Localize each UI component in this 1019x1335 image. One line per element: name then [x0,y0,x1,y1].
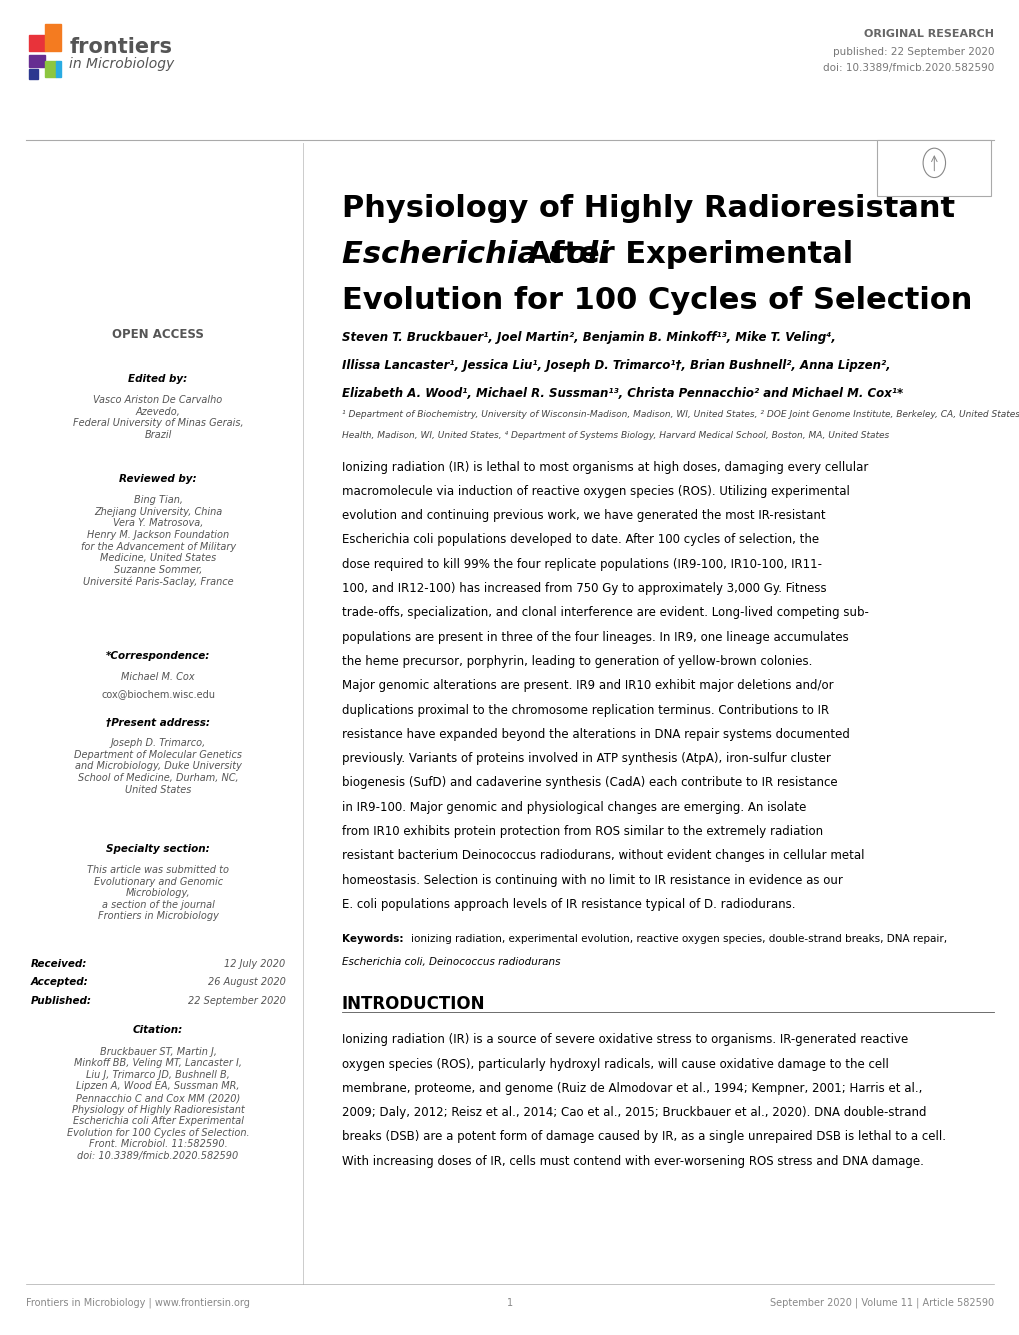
Text: Escherichia coli populations developed to date. After 100 cycles of selection, t: Escherichia coli populations developed t… [341,534,818,546]
Text: ¹ Department of Biochemistry, University of Wisconsin-Madison, Madison, WI, Unit: ¹ Department of Biochemistry, University… [341,410,1019,419]
Text: Major genomic alterations are present. IR9 and IR10 exhibit major deletions and/: Major genomic alterations are present. I… [341,680,833,693]
Text: Received:: Received: [31,959,87,968]
Text: Physiology of Highly Radioresistant: Physiology of Highly Radioresistant [341,194,954,223]
Text: With increasing doses of IR, cells must contend with ever-worsening ROS stress a: With increasing doses of IR, cells must … [341,1155,922,1168]
Text: E. coli populations approach levels of IR resistance typical of D. radiodurans.: E. coli populations approach levels of I… [341,898,795,910]
Text: Vasco Ariston De Carvalho
Azevedo,
Federal University of Minas Gerais,
Brazil: Vasco Ariston De Carvalho Azevedo, Feder… [72,395,244,441]
Text: Illissa Lancaster¹, Jessica Liu¹, Joseph D. Trimarco¹†, Brian Bushnell², Anna Li: Illissa Lancaster¹, Jessica Liu¹, Joseph… [341,359,890,372]
Text: *Correspondence:: *Correspondence: [106,651,210,661]
Text: biogenesis (SufD) and cadaverine synthesis (CadA) each contribute to IR resistan: biogenesis (SufD) and cadaverine synthes… [341,777,837,789]
Text: Ionizing radiation (IR) is lethal to most organisms at high doses, damaging ever: Ionizing radiation (IR) is lethal to mos… [341,461,867,474]
Text: 1: 1 [506,1298,513,1307]
Text: 2009; Daly, 2012; Reisz et al., 2014; Cao et al., 2015; Bruckbauer et al., 2020): 2009; Daly, 2012; Reisz et al., 2014; Ca… [341,1107,925,1119]
Text: Ionizing radiation (IR) is a source of severe oxidative stress to organisms. IR-: Ionizing radiation (IR) is a source of s… [341,1033,907,1047]
Text: resistant bacterium Deinococcus radiodurans, without evident changes in cellular: resistant bacterium Deinococcus radiodur… [341,849,863,862]
Text: Published:: Published: [31,996,92,1005]
Text: Michael M. Cox: Michael M. Cox [121,672,195,681]
Bar [29,55,45,67]
Text: Citation:: Citation: [132,1025,183,1035]
Text: populations are present in three of the four lineages. In IR9, one lineage accum: populations are present in three of the … [341,630,848,643]
Text: Frontiers in Microbiology | www.frontiersin.org: Frontiers in Microbiology | www.frontier… [25,1298,249,1308]
Text: in Microbiology: in Microbiology [69,57,174,71]
Text: resistance have expanded beyond the alterations in DNA repair systems documented: resistance have expanded beyond the alte… [341,728,849,741]
Text: Reviewed by:: Reviewed by: [119,474,197,483]
Text: Evolution for 100 Cycles of Selection: Evolution for 100 Cycles of Selection [341,286,971,315]
Bar [29,35,45,51]
Text: published: 22 September 2020: published: 22 September 2020 [833,47,994,56]
Text: doi: 10.3389/fmicb.2020.582590: doi: 10.3389/fmicb.2020.582590 [822,63,994,72]
Text: updates: updates [919,191,948,196]
Text: After Experimental: After Experimental [517,240,853,270]
Text: Edited by:: Edited by: [128,374,187,383]
Bar [56,61,61,77]
Text: Joseph D. Trimarco,
Department of Molecular Genetics
and Microbiology, Duke Univ: Joseph D. Trimarco, Department of Molecu… [74,738,242,794]
Bar [45,24,61,51]
Bar [29,69,38,79]
Text: evolution and continuing previous work, we have generated the most IR-resistant: evolution and continuing previous work, … [341,509,824,522]
Text: Elizabeth A. Wood¹, Michael R. Sussman¹³, Christa Pennacchio² and Michael M. Cox: Elizabeth A. Wood¹, Michael R. Sussman¹³… [341,387,902,400]
Text: INTRODUCTION: INTRODUCTION [341,995,485,1012]
Text: duplications proximal to the chromosome replication terminus. Contributions to I: duplications proximal to the chromosome … [341,704,828,717]
Text: homeostasis. Selection is continuing with no limit to IR resistance in evidence : homeostasis. Selection is continuing wit… [341,873,842,886]
Text: Escherichia coli, Deinococcus radiodurans: Escherichia coli, Deinococcus radioduran… [341,957,559,967]
Text: 12 July 2020: 12 July 2020 [224,959,285,968]
Text: This article was submitted to
Evolutionary and Genomic
Microbiology,
a section o: This article was submitted to Evolutiona… [87,865,229,921]
Text: membrane, proteome, and genome (Ruiz de Almodovar et al., 1994; Kempner, 2001; H: membrane, proteome, and genome (Ruiz de … [341,1081,921,1095]
Text: Health, Madison, WI, United States, ⁴ Department of Systems Biology, Harvard Med: Health, Madison, WI, United States, ⁴ De… [341,431,889,441]
Text: Bing Tian,
Zhejiang University, China
Vera Y. Matrosova,
Henry M. Jackson Founda: Bing Tian, Zhejiang University, China Ve… [81,495,235,587]
Text: frontiers: frontiers [69,37,172,57]
Text: oxygen species (ROS), particularly hydroxyl radicals, will cause oxidative damag: oxygen species (ROS), particularly hydro… [341,1057,888,1071]
Text: Accepted:: Accepted: [31,977,89,987]
Text: OPEN ACCESS: OPEN ACCESS [112,328,204,342]
Text: †Present address:: †Present address: [106,717,210,726]
Text: ionizing radiation, experimental evolution, reactive oxygen species, double-stra: ionizing radiation, experimental evoluti… [411,934,947,944]
Text: Check for: Check for [917,184,950,190]
Text: Specialty section:: Specialty section: [106,844,210,853]
Text: ORIGINAL RESEARCH: ORIGINAL RESEARCH [864,29,994,39]
Text: 26 August 2020: 26 August 2020 [208,977,285,987]
Text: macromolecule via induction of reactive oxygen species (ROS). Utilizing experime: macromolecule via induction of reactive … [341,485,849,498]
Text: 22 September 2020: 22 September 2020 [187,996,285,1005]
Text: Escherichia coli: Escherichia coli [341,240,608,270]
FancyBboxPatch shape [876,140,990,196]
Text: trade-offs, specialization, and clonal interference are evident. Long-lived comp: trade-offs, specialization, and clonal i… [341,606,868,619]
Text: breaks (DSB) are a potent form of damage caused by IR, as a single unrepaired DS: breaks (DSB) are a potent form of damage… [341,1131,945,1144]
Text: Steven T. Bruckbauer¹, Joel Martin², Benjamin B. Minkoff¹³, Mike T. Veling⁴,: Steven T. Bruckbauer¹, Joel Martin², Ben… [341,331,835,344]
Text: dose required to kill 99% the four replicate populations (IR9-100, IR10-100, IR1: dose required to kill 99% the four repli… [341,558,821,571]
Text: in IR9-100. Major genomic and physiological changes are emerging. An isolate: in IR9-100. Major genomic and physiologi… [341,801,805,814]
Text: previously. Variants of proteins involved in ATP synthesis (AtpA), iron-sulfur c: previously. Variants of proteins involve… [341,752,829,765]
Bar [45,61,56,77]
Text: 100, and IR12-100) has increased from 750 Gy to approximately 3,000 Gy. Fitness: 100, and IR12-100) has increased from 75… [341,582,825,595]
Text: Keywords:: Keywords: [341,934,407,944]
Text: cox@biochem.wisc.edu: cox@biochem.wisc.edu [101,689,215,698]
Text: from IR10 exhibits protein protection from ROS similar to the extremely radiatio: from IR10 exhibits protein protection fr… [341,825,822,838]
Text: the heme precursor, porphyrin, leading to generation of yellow-brown colonies.: the heme precursor, porphyrin, leading t… [341,655,811,668]
Text: September 2020 | Volume 11 | Article 582590: September 2020 | Volume 11 | Article 582… [769,1298,994,1308]
Text: Bruckbauer ST, Martin J,
Minkoff BB, Veling MT, Lancaster I,
Liu J, Trimarco JD,: Bruckbauer ST, Martin J, Minkoff BB, Vel… [66,1047,250,1161]
